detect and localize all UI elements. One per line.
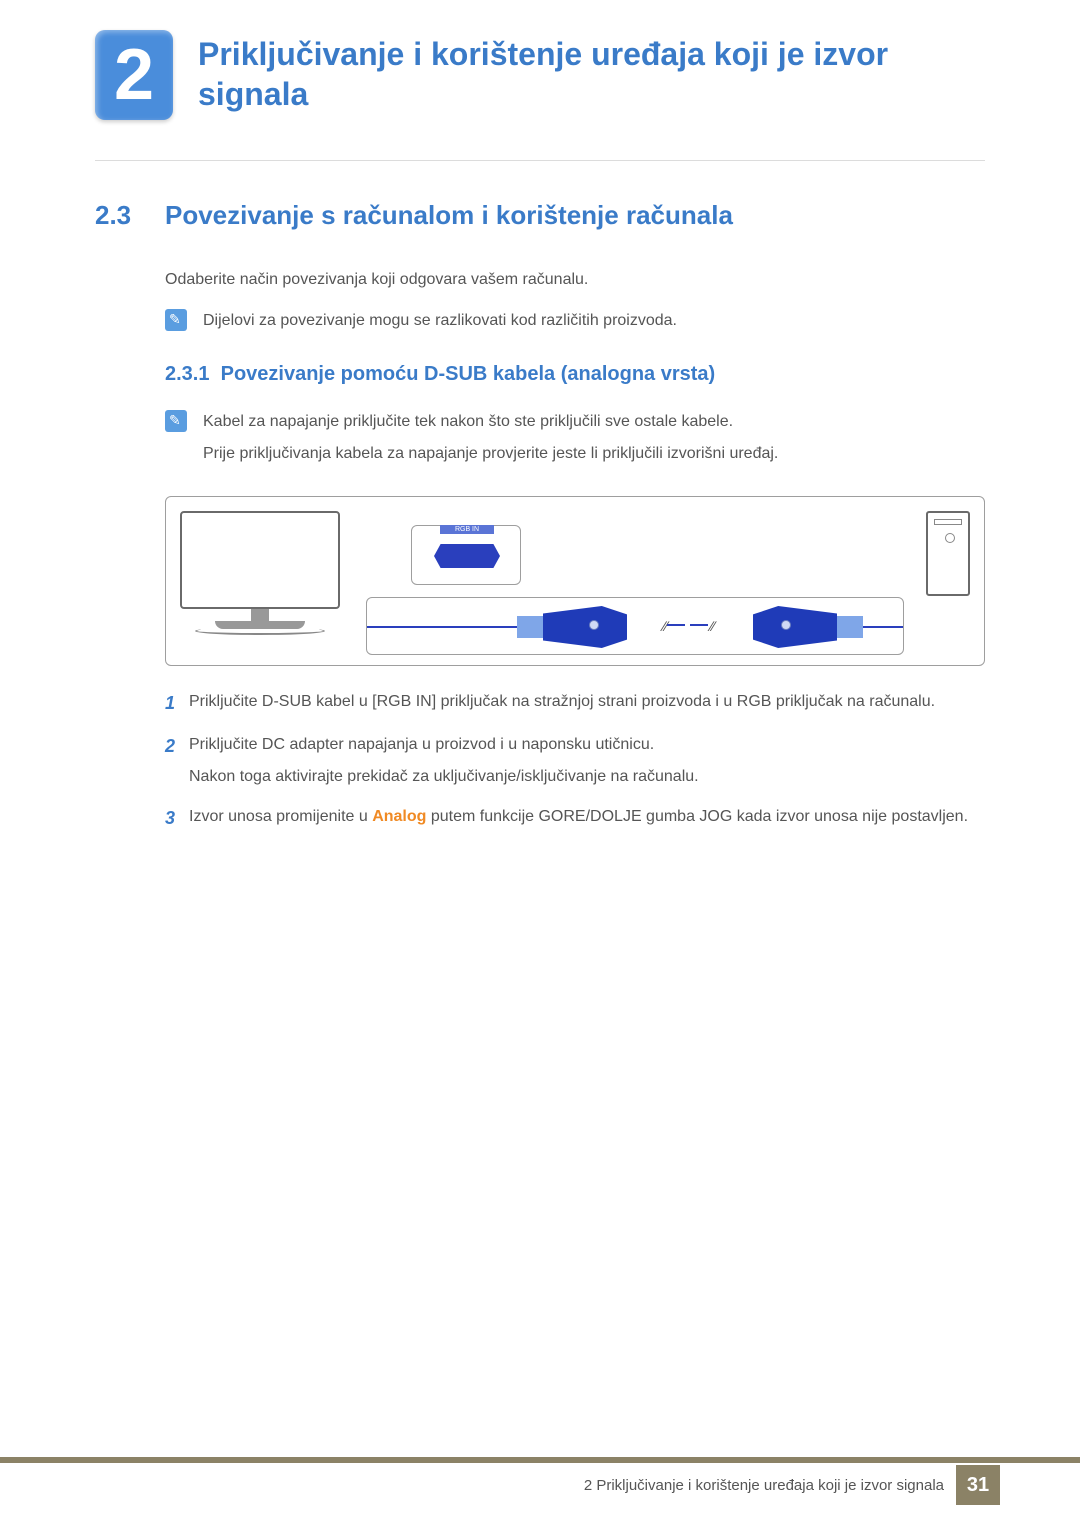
subsection-title-text: Povezivanje pomoću D-SUB kabela (analogn…	[221, 363, 716, 385]
chapter-title: Priključivanje i korištenje uređaja koji…	[198, 30, 985, 114]
note-text: Dijelovi za povezivanje mogu se razlikov…	[203, 309, 677, 333]
steps-list: 1 Priključite D-SUB kabel u [RGB IN] pri…	[165, 690, 985, 832]
port-label: RGB IN	[440, 525, 494, 534]
section-body: 2.3Povezivanje s računalom i korištenje …	[95, 200, 985, 848]
cable-panel: ∕∕ ∕∕	[366, 597, 904, 655]
step-text: Priključite DC adapter napajanja u proiz…	[189, 733, 699, 789]
cable-line	[367, 626, 517, 628]
subsection-number: 2.3.1	[165, 363, 209, 385]
note-row: Dijelovi za povezivanje mogu se razlikov…	[165, 309, 985, 333]
divider	[95, 160, 985, 161]
pc-tower-icon	[926, 511, 970, 596]
footer-bar	[0, 1457, 1080, 1463]
rgb-port-icon	[434, 544, 500, 568]
step-text-main: Priključite DC adapter napajanja u proiz…	[189, 736, 654, 753]
dsub-connector-icon	[517, 606, 627, 648]
section-title-text: Povezivanje s računalom i korištenje rač…	[165, 200, 733, 230]
list-item: 1 Priključite D-SUB kabel u [RGB IN] pri…	[165, 690, 985, 717]
section-title: 2.3Povezivanje s računalom i korištenje …	[95, 200, 985, 231]
monitor-icon	[180, 511, 340, 651]
step-number: 2	[165, 733, 189, 789]
port-panel: RGB IN	[411, 525, 521, 585]
step-text-post: putem funkcije GORE/DOLJE gumba JOG kada…	[426, 808, 968, 825]
step-text-pre: Izvor unosa promijenite u	[189, 808, 372, 825]
footer-text: 2 Priključivanje i korištenje uređaja ko…	[584, 1477, 944, 1494]
list-item: 2 Priključite DC adapter napajanja u pro…	[165, 733, 985, 789]
list-item: 3 Izvor unosa promijenite u Analog putem…	[165, 805, 985, 832]
step-text: Priključite D-SUB kabel u [RGB IN] prikl…	[189, 690, 935, 717]
note-line: Kabel za napajanje priključite tek nakon…	[203, 410, 778, 434]
step-number: 1	[165, 690, 189, 717]
section-intro: Odaberite način povezivanja koji odgovar…	[165, 271, 985, 289]
footer: 2 Priključivanje i korištenje uređaja ko…	[0, 1465, 1080, 1505]
cable-break-icon: ∕∕	[710, 618, 715, 634]
note-line: Prije priključivanja kabela za napajanje…	[203, 442, 778, 466]
connection-diagram: RGB IN ∕∕ ∕∕	[165, 496, 985, 666]
cable-line	[863, 626, 903, 628]
chapter-header: 2 Priključivanje i korištenje uređaja ko…	[95, 30, 985, 120]
step-text: Izvor unosa promijenite u Analog putem f…	[189, 805, 968, 832]
page-number: 31	[956, 1465, 1000, 1505]
subsection-title: 2.3.1 Povezivanje pomoću D-SUB kabela (a…	[165, 363, 985, 386]
note-row: Kabel za napajanje priključite tek nakon…	[165, 410, 985, 466]
chapter-number-badge: 2	[95, 30, 173, 120]
step-number: 3	[165, 805, 189, 832]
cable-line	[667, 624, 708, 630]
note-text: Kabel za napajanje priključite tek nakon…	[203, 410, 778, 466]
note-icon	[165, 410, 187, 432]
section-number: 2.3	[95, 200, 165, 231]
step-text-sub: Nakon toga aktivirajte prekidač za uklju…	[189, 765, 699, 789]
step-text-highlight: Analog	[372, 808, 426, 825]
note-icon	[165, 309, 187, 331]
dsub-connector-icon	[753, 606, 863, 648]
